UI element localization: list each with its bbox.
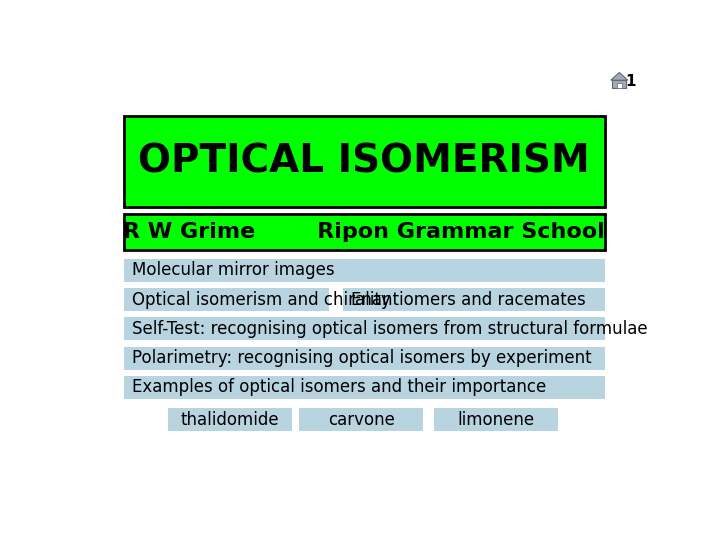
FancyBboxPatch shape [124, 117, 605, 207]
Text: limonene: limonene [457, 411, 535, 429]
FancyBboxPatch shape [300, 408, 423, 431]
Text: Molecular mirror images: Molecular mirror images [132, 261, 335, 279]
FancyBboxPatch shape [617, 83, 621, 88]
FancyBboxPatch shape [124, 347, 605, 370]
FancyBboxPatch shape [434, 408, 558, 431]
FancyBboxPatch shape [124, 376, 605, 399]
Polygon shape [611, 72, 628, 80]
FancyBboxPatch shape [168, 408, 292, 431]
Text: R W Grime        Ripon Grammar School: R W Grime Ripon Grammar School [123, 222, 606, 242]
FancyBboxPatch shape [124, 288, 330, 311]
Text: 1: 1 [626, 74, 636, 89]
FancyBboxPatch shape [124, 259, 605, 282]
Text: thalidomide: thalidomide [180, 411, 279, 429]
FancyBboxPatch shape [124, 318, 605, 340]
FancyBboxPatch shape [124, 214, 605, 249]
Text: Enantiomers and racemates: Enantiomers and racemates [351, 291, 586, 309]
Text: Self-Test: recognising optical isomers from structural formulae: Self-Test: recognising optical isomers f… [132, 320, 647, 338]
Text: Optical isomerism and chirality: Optical isomerism and chirality [132, 291, 391, 309]
Text: Polarimetry: recognising optical isomers by experiment: Polarimetry: recognising optical isomers… [132, 349, 591, 367]
Text: carvone: carvone [328, 411, 395, 429]
Text: OPTICAL ISOMERISM: OPTICAL ISOMERISM [138, 143, 590, 181]
FancyBboxPatch shape [343, 288, 605, 311]
FancyBboxPatch shape [612, 80, 626, 88]
Text: Examples of optical isomers and their importance: Examples of optical isomers and their im… [132, 379, 546, 396]
